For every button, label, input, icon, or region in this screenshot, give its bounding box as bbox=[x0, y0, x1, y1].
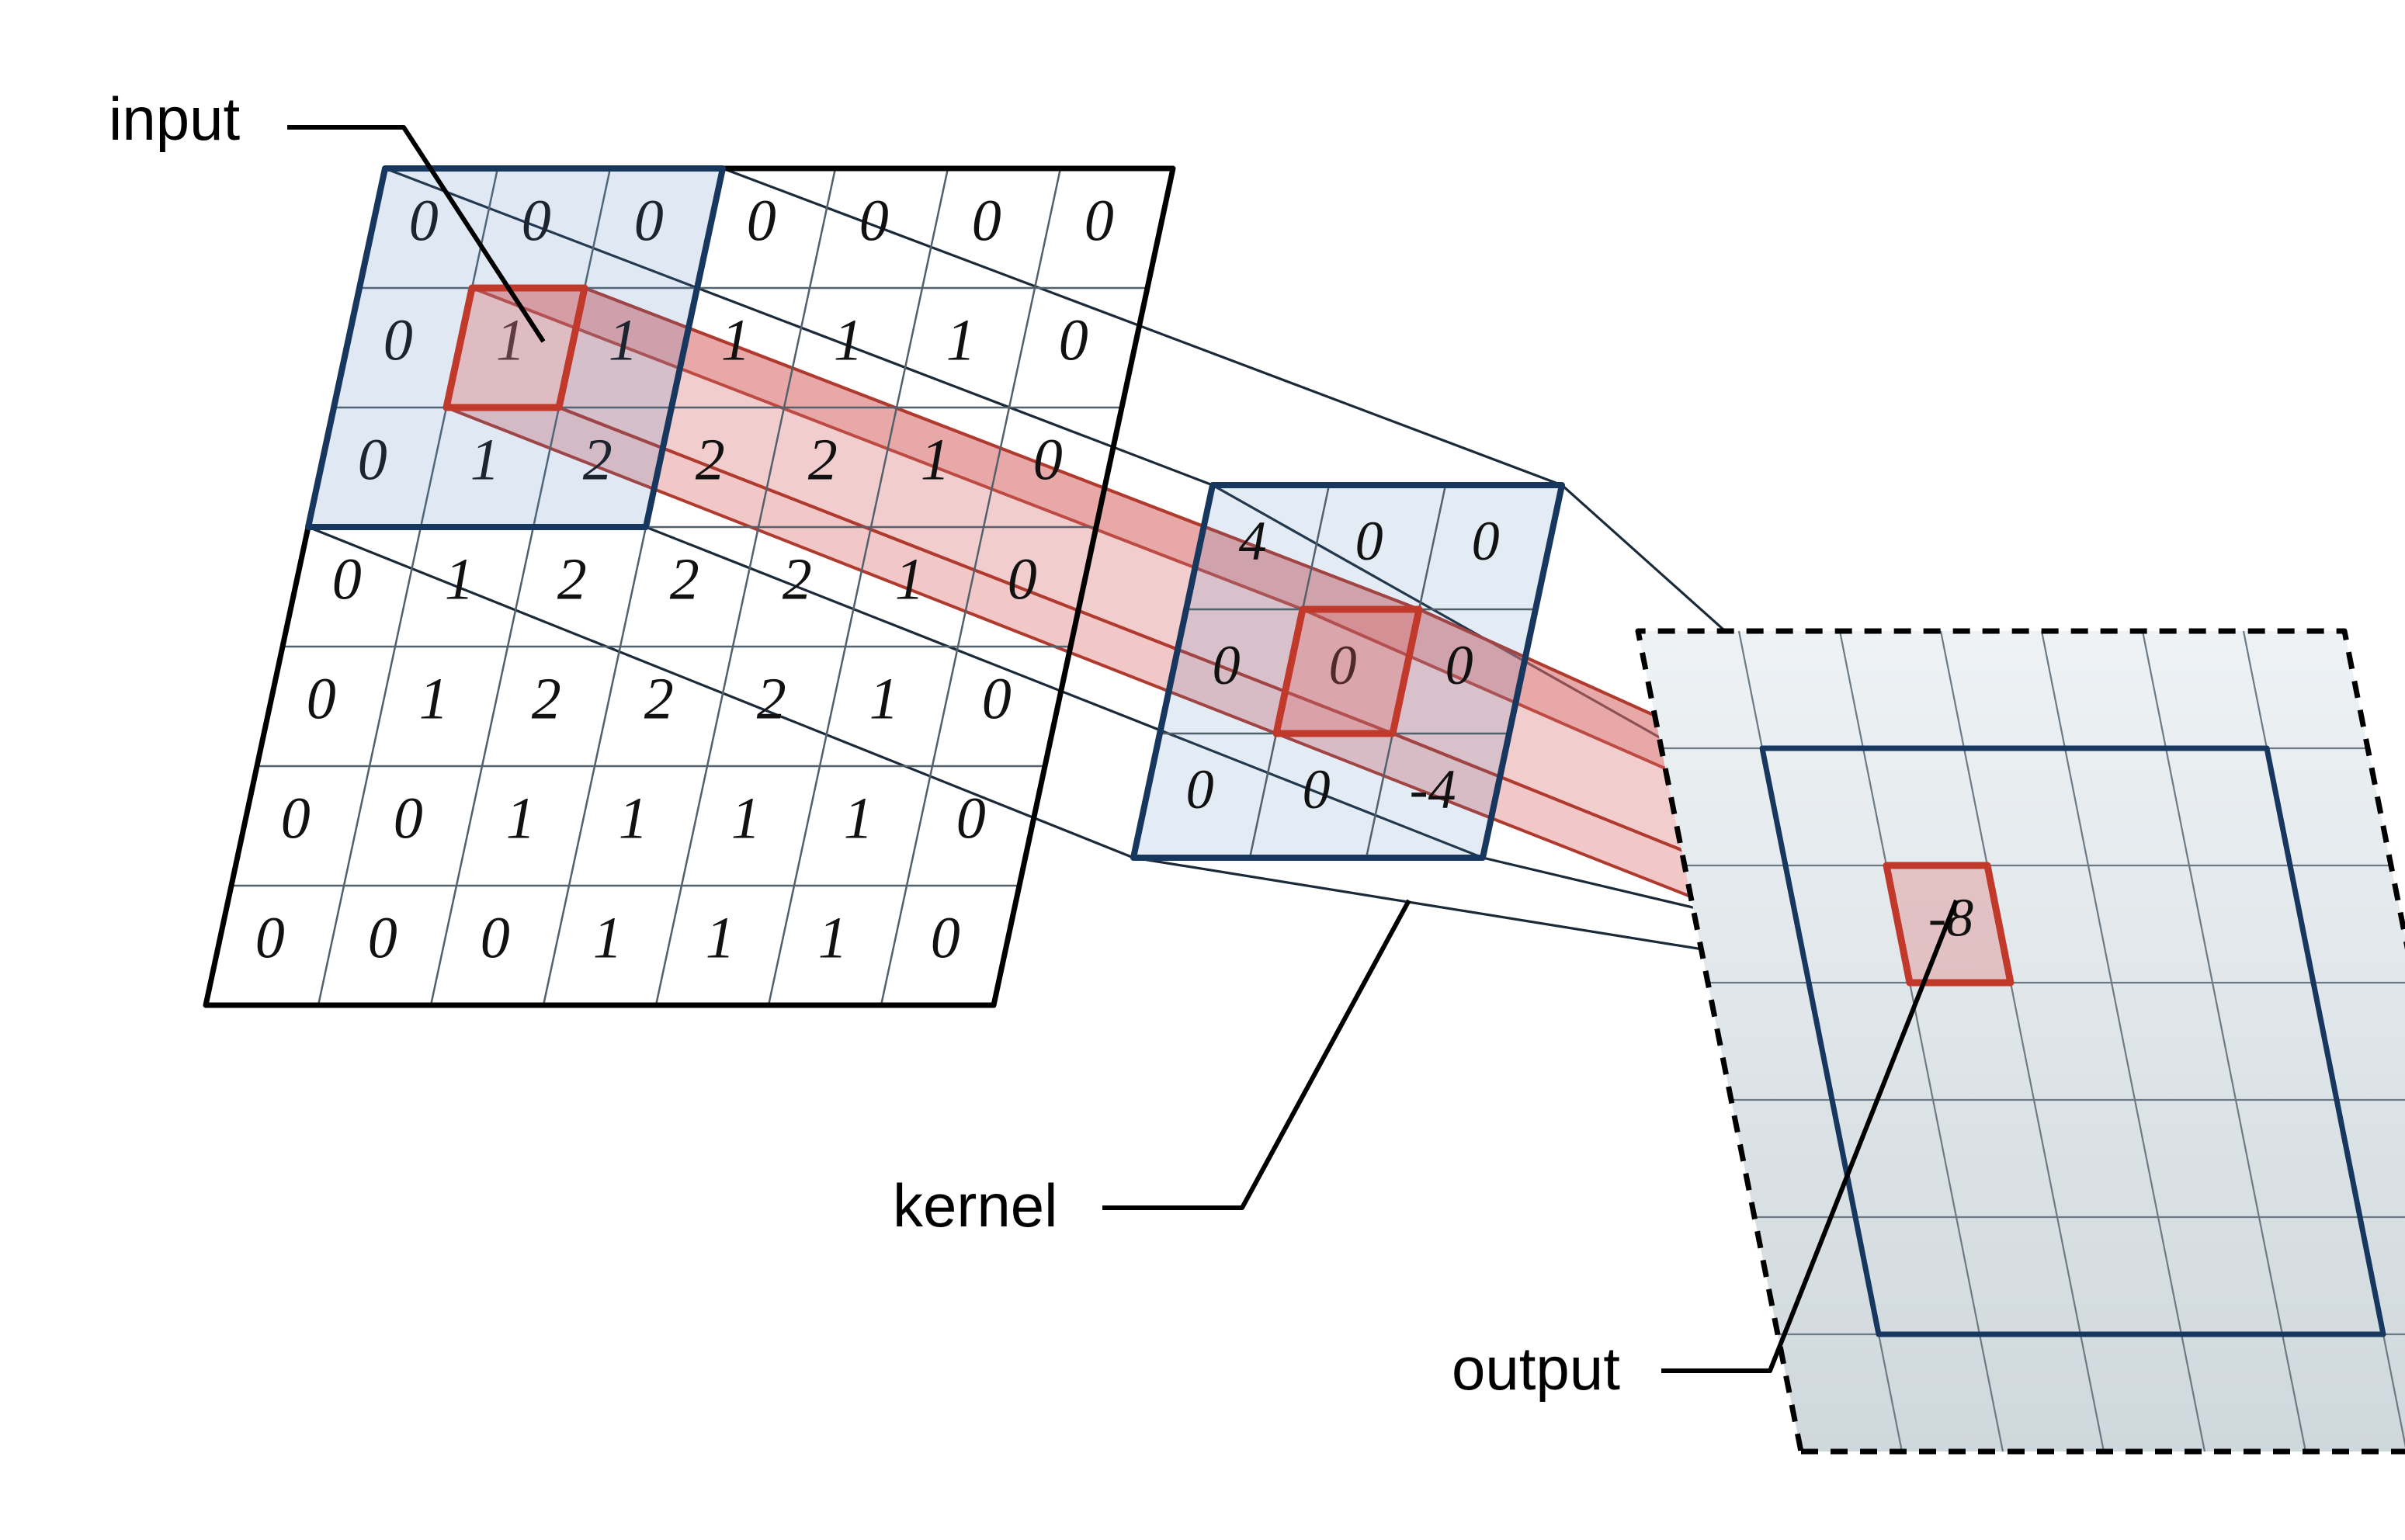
kernel-grid-cell-0-2: 0 bbox=[1472, 510, 1500, 572]
input-grid-cell-1-4: 1 bbox=[834, 307, 863, 373]
input-grid-cell-5-2: 1 bbox=[506, 786, 536, 851]
input-grid-cell-0-4: 0 bbox=[859, 188, 889, 253]
input-grid-cell-3-0: 0 bbox=[332, 546, 362, 612]
kernel-grid-cell-1-0: 0 bbox=[1213, 634, 1241, 696]
input-grid-cell-1-6: 0 bbox=[1059, 307, 1088, 373]
input-grid-cell-4-2: 2 bbox=[532, 666, 561, 731]
kernel-grid-cell-2-0: 0 bbox=[1186, 758, 1214, 820]
kernel-label: kernel bbox=[893, 1171, 1057, 1240]
input-grid-cell-6-0: 0 bbox=[255, 905, 285, 970]
input-grid-cell-2-6: 0 bbox=[1033, 427, 1063, 492]
input-grid-cell-3-2: 2 bbox=[557, 546, 587, 612]
input-grid-cell-2-4: 2 bbox=[808, 427, 838, 492]
input-grid-cell-4-3: 2 bbox=[644, 666, 674, 731]
input-grid-cell-0-6: 0 bbox=[1085, 188, 1114, 253]
input-grid-cell-6-1: 0 bbox=[368, 905, 397, 970]
input-grid-cell-3-1: 1 bbox=[445, 546, 474, 612]
input-grid-cell-5-6: 0 bbox=[956, 786, 986, 851]
input-grid-cell-4-4: 2 bbox=[757, 666, 786, 731]
input-grid-cell-4-0: 0 bbox=[307, 666, 336, 731]
convolution-diagram: 0001110001111001222100122210012221001111… bbox=[0, 0, 2405, 1540]
input-grid-cell-3-6: 0 bbox=[1008, 546, 1037, 612]
input-grid-cell-6-3: 1 bbox=[593, 905, 623, 970]
input-grid-cell-5-0: 0 bbox=[281, 786, 311, 851]
input-grid-cell-5-3: 1 bbox=[619, 786, 648, 851]
input-grid-cell-2-3: 2 bbox=[696, 427, 725, 492]
input-grid-cell-4-6: 0 bbox=[982, 666, 1012, 731]
input-grid-cell-6-4: 1 bbox=[706, 905, 735, 970]
input-highlight-center bbox=[446, 288, 585, 408]
kernel-grid-cell-0-1: 0 bbox=[1355, 510, 1383, 572]
kernel-grid-cell-2-2: -4 bbox=[1410, 758, 1456, 820]
kernel-grid-cell-0-0: 4 bbox=[1239, 510, 1267, 572]
input-grid-cell-2-5: 1 bbox=[921, 427, 950, 492]
input-grid-cell-5-1: 0 bbox=[394, 786, 423, 851]
input-grid-cell-6-6: 0 bbox=[931, 905, 960, 970]
kernel-grid-cell-1-2: 0 bbox=[1445, 634, 1473, 696]
kernel-highlight-center bbox=[1276, 609, 1419, 734]
input-grid-cell-5-4: 1 bbox=[731, 786, 761, 851]
input-grid-cell-0-5: 0 bbox=[972, 188, 1001, 253]
input-grid-cell-1-5: 1 bbox=[946, 307, 976, 373]
input-grid-cell-4-1: 1 bbox=[419, 666, 449, 731]
kernel-grid-cell-2-1: 0 bbox=[1303, 758, 1331, 820]
input-grid-cell-0-3: 0 bbox=[747, 188, 776, 253]
input-grid-cell-3-5: 1 bbox=[895, 546, 925, 612]
input-grid-cell-3-3: 2 bbox=[670, 546, 699, 612]
output-label: output bbox=[1452, 1334, 1620, 1403]
input-grid-cell-4-5: 1 bbox=[869, 666, 899, 731]
input-grid-cell-1-3: 1 bbox=[721, 307, 751, 373]
input-grid-cell-6-5: 1 bbox=[818, 905, 848, 970]
input-grid-cell-3-4: 2 bbox=[783, 546, 812, 612]
input-grid-cell-6-2: 0 bbox=[481, 905, 510, 970]
input-label: input bbox=[109, 85, 240, 153]
input-grid-cell-5-5: 1 bbox=[844, 786, 873, 851]
